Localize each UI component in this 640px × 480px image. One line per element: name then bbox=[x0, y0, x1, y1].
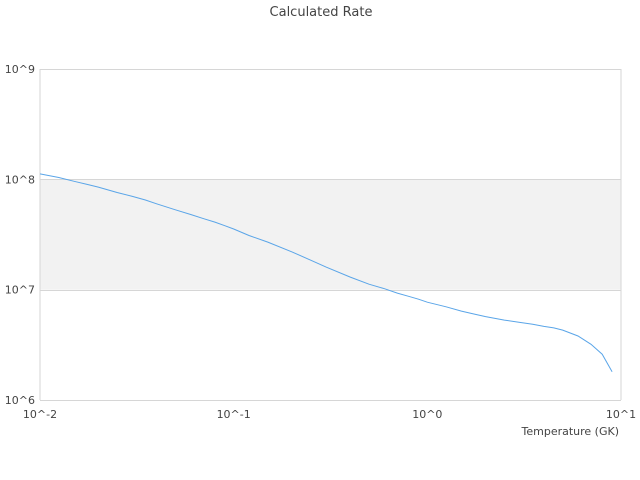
x-tick-label: 10^-1 bbox=[217, 408, 251, 421]
plot-band bbox=[40, 179, 621, 290]
x-tick-labels: 10^-2 10^-1 10^0 10^1 bbox=[23, 408, 636, 421]
y-tick-labels: 10^6 10^7 10^8 10^9 bbox=[5, 63, 35, 407]
gridlines bbox=[40, 69, 621, 401]
plot-band bbox=[40, 69, 621, 180]
x-axis-title: Temperature (GK) bbox=[521, 425, 620, 438]
x-tick-label: 10^-2 bbox=[23, 408, 57, 421]
y-tick-label: 10^8 bbox=[5, 173, 35, 186]
plot-band bbox=[40, 289, 621, 400]
series-line bbox=[39, 173, 613, 373]
y-tick-label: 10^7 bbox=[5, 284, 35, 297]
x-tick-label: 10^0 bbox=[412, 408, 442, 421]
series-layer bbox=[39, 173, 613, 373]
y-tick-label: 10^9 bbox=[5, 63, 35, 76]
plot-bands bbox=[40, 69, 621, 400]
y-tick-label: 10^6 bbox=[5, 394, 35, 407]
x-tick-label: 10^1 bbox=[606, 408, 636, 421]
chart-title: Calculated Rate bbox=[270, 5, 373, 20]
